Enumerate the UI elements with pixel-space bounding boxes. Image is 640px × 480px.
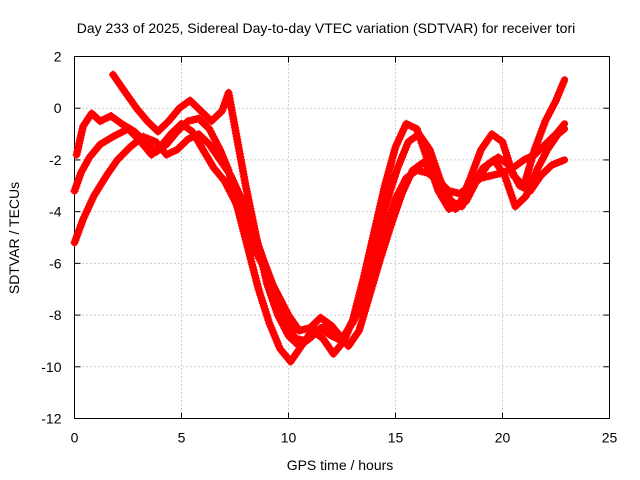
data-point — [124, 144, 133, 153]
data-point — [113, 155, 122, 164]
x-tick-label: 25 — [602, 430, 618, 446]
series-track-1 — [70, 119, 569, 343]
grid-layer — [74, 56, 610, 419]
y-tick-label: -8 — [49, 307, 62, 323]
ticks-layer — [74, 56, 610, 419]
data-point — [115, 154, 124, 163]
series-track-4 — [109, 70, 569, 351]
x-tick-label: 0 — [71, 430, 79, 446]
series-line — [71, 120, 569, 342]
y-tick-label: -2 — [49, 152, 62, 168]
x-tick-labels: 0 5 10 15 20 25 — [71, 430, 618, 446]
y-axis-label: SDTVAR / TECUs — [6, 182, 22, 294]
x-tick-label: 10 — [281, 430, 297, 446]
y-tick-label: -10 — [41, 359, 61, 375]
data-point — [116, 152, 125, 161]
x-tick-label: 15 — [388, 430, 404, 446]
data-point — [122, 146, 131, 155]
series-layer — [70, 70, 569, 366]
data-point — [557, 156, 566, 165]
x-axis-label: GPS time / hours — [287, 457, 394, 473]
y-tick-label: -12 — [41, 411, 61, 427]
y-tick-label: -6 — [49, 255, 62, 271]
y-tick-labels: -12 -10 -8 -6 -4 -2 0 2 — [41, 49, 61, 427]
data-point — [120, 148, 129, 157]
data-point — [118, 150, 127, 159]
x-tick-label: 5 — [178, 430, 186, 446]
plot-frame — [74, 56, 610, 419]
x-tick-label: 20 — [495, 430, 511, 446]
y-tick-label: -4 — [49, 204, 62, 220]
y-tick-label: 2 — [54, 49, 62, 65]
y-tick-label: 0 — [54, 100, 62, 116]
chart-title: Day 233 of 2025, Sidereal Day-to-day VTE… — [77, 20, 576, 36]
data-point — [558, 126, 567, 135]
data-point — [559, 78, 568, 87]
series-line — [109, 71, 569, 350]
